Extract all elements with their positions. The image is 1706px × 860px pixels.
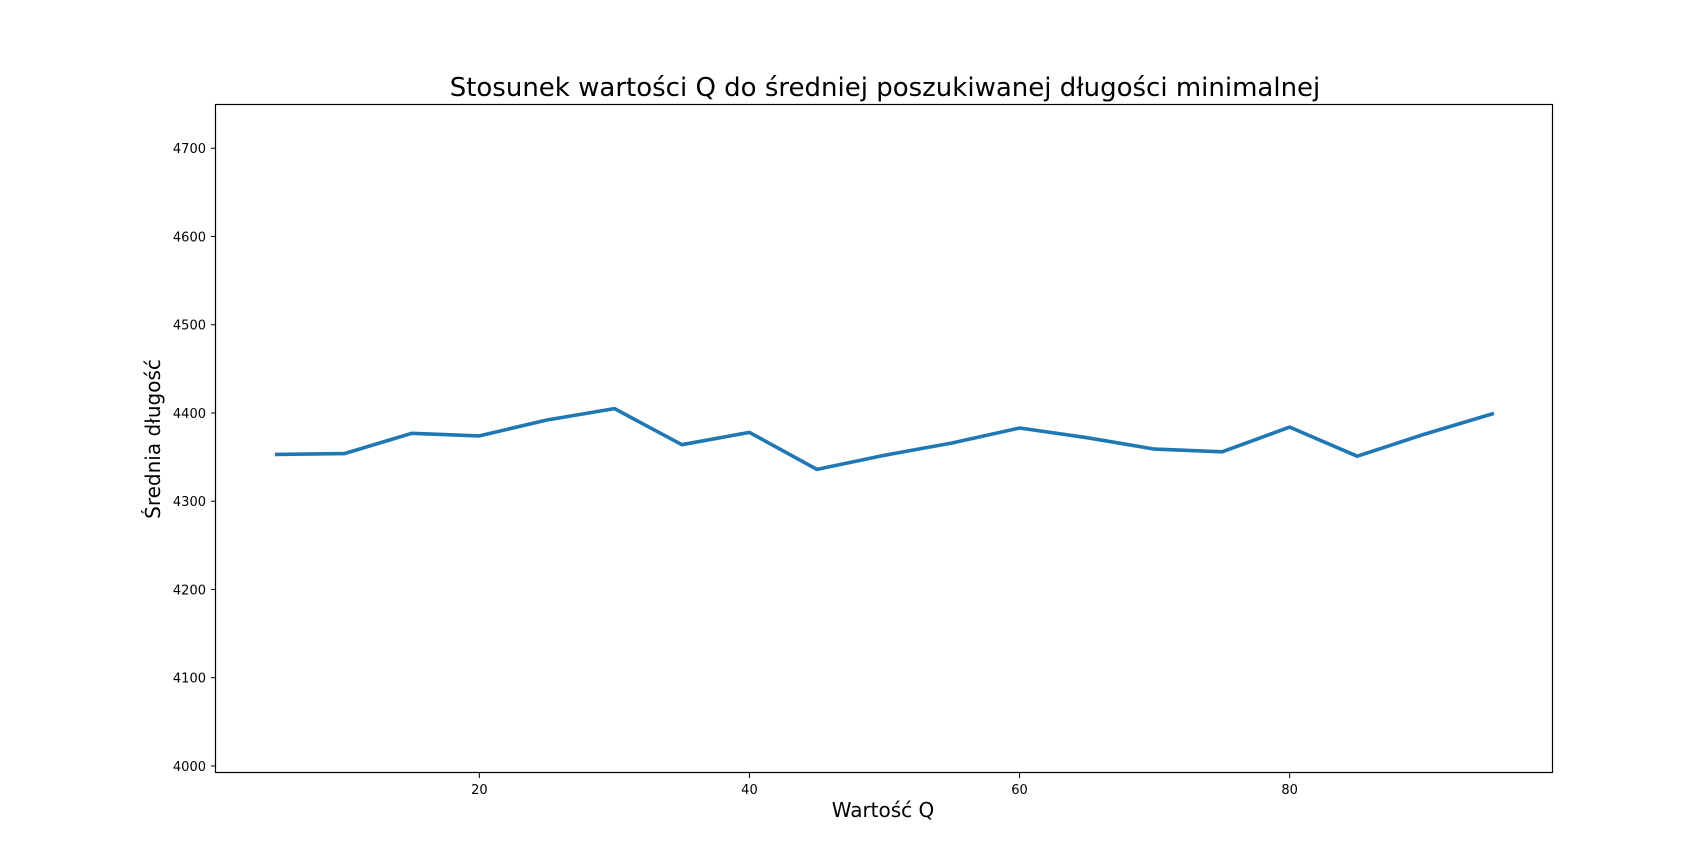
data-point (1086, 437, 1087, 438)
y-tick-label: 4200 (173, 583, 206, 598)
data-point (1492, 413, 1493, 414)
y-tick-label: 4600 (173, 230, 206, 245)
data-point (546, 419, 547, 420)
y-tick-label: 4400 (173, 407, 206, 422)
y-axis-label: Średnia długość (141, 359, 165, 519)
data-point (1019, 427, 1020, 428)
plot-area-frame (214, 103, 1554, 774)
series-line (274, 406, 1495, 472)
y-tick-label: 4000 (173, 760, 206, 775)
data-point (1289, 426, 1290, 427)
y-tick-label: 4100 (173, 672, 206, 687)
data-point (884, 455, 885, 456)
x-tick-label: 40 (741, 783, 758, 798)
data-point (951, 442, 952, 443)
data-point (1424, 434, 1425, 435)
x-axis-label: Wartość Q (832, 798, 935, 822)
x-tick-label: 80 (1281, 783, 1298, 798)
data-point (276, 454, 277, 455)
data-point (411, 433, 412, 434)
y-tick-label: 4700 (173, 142, 206, 157)
chart-title: Stosunek wartości Q do średniej poszukiw… (450, 73, 1321, 103)
data-point (816, 469, 817, 470)
y-tick-label: 4300 (173, 495, 206, 510)
x-axis: 20 40 60 80 (471, 773, 1298, 798)
y-tick-label: 4500 (173, 319, 206, 334)
data-point (614, 408, 615, 409)
data-point (1222, 451, 1223, 452)
y-axis: 4000 4100 4200 4300 4400 4500 4600 4700 (173, 142, 216, 775)
data-point (1154, 449, 1155, 450)
series-layer (274, 406, 1495, 472)
data-point (681, 444, 682, 445)
x-tick-label: 20 (471, 783, 488, 798)
x-tick-label: 60 (1011, 783, 1028, 798)
data-point (749, 432, 750, 433)
data-point (1357, 456, 1358, 457)
data-point (479, 435, 480, 436)
data-point (344, 453, 345, 454)
